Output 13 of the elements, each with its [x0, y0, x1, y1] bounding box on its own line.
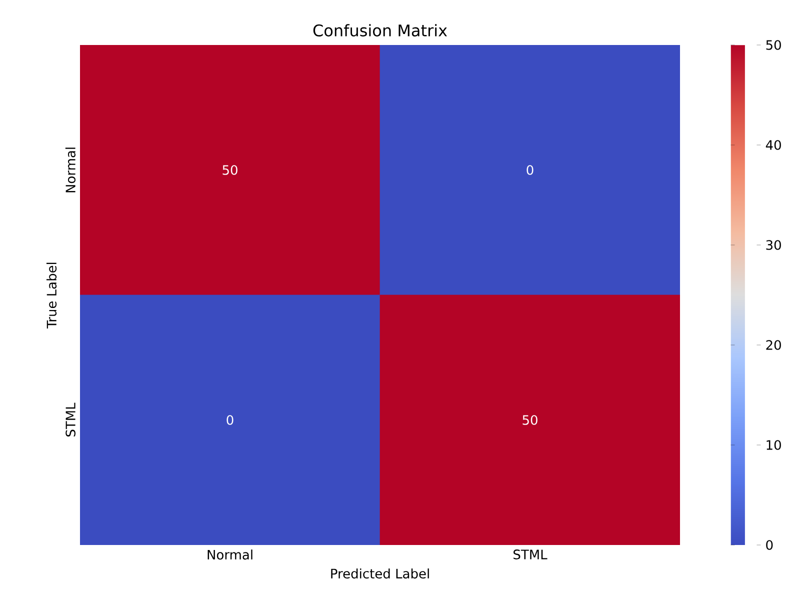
data-label: 50	[222, 165, 238, 175]
color-bar-label: 40	[766, 140, 781, 150]
color-bar-label: 20	[766, 340, 781, 350]
data-label: 0	[226, 415, 234, 425]
color-bar-label: 0	[766, 540, 773, 550]
color-bar-label: 30	[766, 240, 781, 250]
x-axis-title: Predicted Label	[331, 568, 429, 579]
data-label: 50	[522, 415, 538, 425]
color-bar-label: 10	[766, 440, 781, 450]
data-label: 0	[526, 165, 534, 175]
chart-title: Confusion Matrix	[313, 24, 448, 36]
color-bar-label: 50	[766, 40, 781, 50]
y-axis-title: True Label	[46, 262, 57, 328]
